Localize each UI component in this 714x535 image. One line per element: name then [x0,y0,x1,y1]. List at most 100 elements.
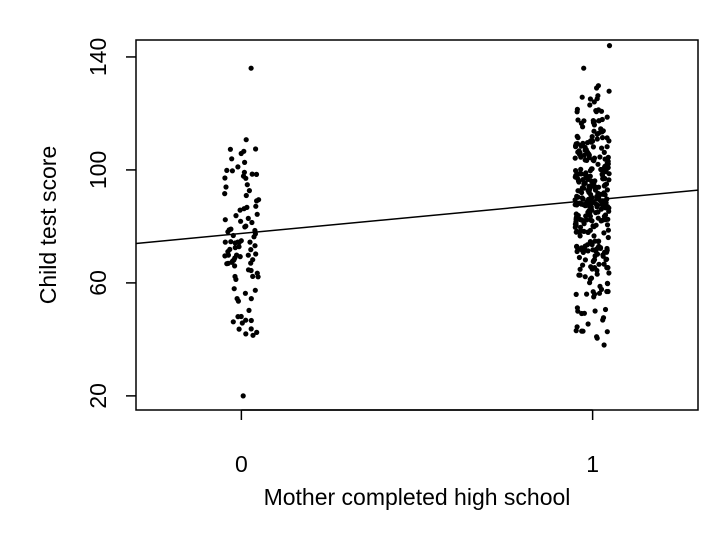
data-point [573,219,579,225]
data-point [606,43,613,49]
data-point [252,287,258,293]
data-point [248,326,254,332]
data-point [232,273,238,280]
data-point [587,173,593,179]
data-point [248,65,254,71]
data-point [224,167,230,173]
data-point [601,230,607,236]
data-point [243,317,249,323]
data-point [572,174,578,180]
data-point [589,266,595,272]
data-point [232,263,238,269]
data-point [604,144,610,150]
data-point [606,138,612,144]
data-point [229,168,235,174]
data-point [573,211,579,217]
data-point [237,207,243,213]
data-point [225,229,231,235]
data-point [578,154,584,160]
data-point [237,254,243,260]
data-point [252,243,258,249]
data-point [605,204,611,210]
data-point [579,94,585,100]
data-point [604,280,611,286]
data-point [583,170,589,176]
data-point [590,289,596,295]
data-point [244,204,250,210]
data-point [573,144,579,150]
data-point [249,219,255,226]
data-point [596,118,602,124]
data-point [584,291,590,297]
data-point [245,215,251,221]
y-tick-label: 100 [85,151,111,189]
data-point [573,291,579,297]
data-point [230,319,236,325]
data-point [582,274,588,280]
data-point [574,244,580,250]
data-point [591,294,597,300]
data-point [574,248,580,255]
data-point [254,270,260,276]
data-point [601,261,607,267]
data-point [234,296,240,302]
data-point [591,99,597,105]
data-point [601,183,607,189]
data-point [574,109,580,115]
data-point [227,146,233,152]
data-point [578,166,584,172]
data-point [583,213,589,219]
data-point [579,310,585,317]
data-point [602,163,608,169]
data-point [587,102,593,108]
data-point [242,224,248,230]
data-point [589,218,595,224]
data-point [222,191,228,197]
data-point [247,239,253,245]
points-layer [222,43,613,399]
data-point [581,118,587,124]
data-point [222,239,228,245]
data-point [250,273,256,279]
data-point [246,307,252,313]
data-point [248,260,254,266]
data-point [573,229,579,235]
data-point [248,317,254,324]
data-point [590,144,597,150]
data-point [245,252,251,258]
data-point [222,175,228,181]
data-point [575,178,582,184]
data-point [599,202,605,208]
data-point [600,253,606,259]
data-point [230,258,236,264]
data-point [225,249,231,255]
data-point [573,215,579,221]
data-point [248,247,254,253]
data-point [584,140,591,146]
data-point [586,211,593,217]
data-point [236,239,242,246]
data-point [251,234,257,240]
data-point [577,233,583,239]
data-point [604,114,610,120]
data-point [594,271,600,277]
data-point [585,321,591,327]
data-point [575,117,581,123]
data-point [232,245,238,251]
data-point [597,154,603,160]
data-point [605,227,612,233]
data-point [232,240,238,246]
data-point [597,283,603,289]
data-point [241,148,247,154]
data-point [572,155,578,161]
data-point [576,254,583,261]
data-point [590,247,596,253]
plot-frame [135,39,699,411]
data-point [253,171,260,177]
data-point [250,332,256,338]
data-point [602,306,609,313]
data-point [592,187,599,193]
y-axis-label: Child test score [35,146,61,305]
data-point [577,272,583,278]
